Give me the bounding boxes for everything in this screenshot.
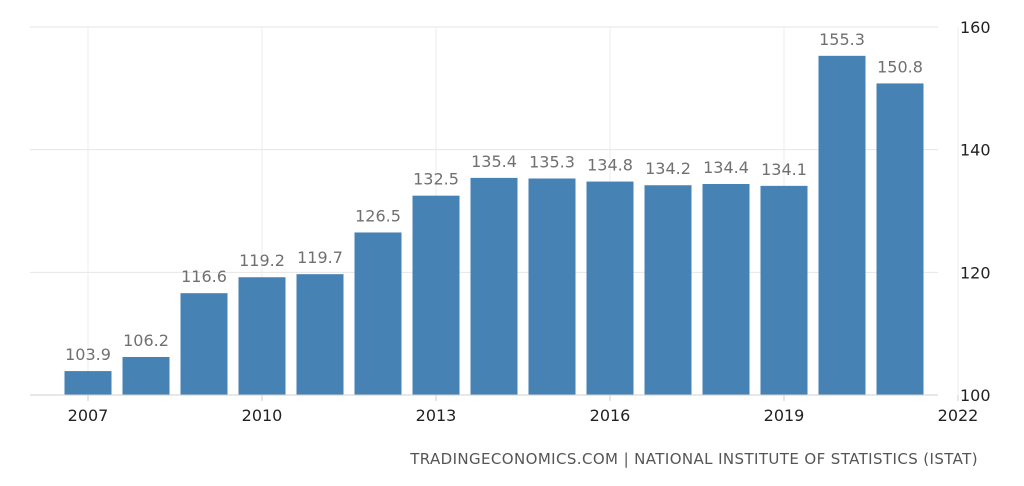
data-label-2017: 134.2 [645,159,691,178]
bar-2008 [122,356,170,395]
data-label-2019: 134.1 [761,160,807,179]
data-label-2018: 134.4 [703,158,749,177]
bar-2009 [180,293,228,395]
x-axis: 2007 2010 2013 2016 2019 2022 [30,394,979,425]
bar-2011 [296,274,344,395]
x-tick-label: 2013 [416,406,457,425]
bar-2019 [760,185,808,395]
bar-2021 [876,83,924,395]
bar-2010 [238,277,286,395]
y-tick-label: 100 [960,386,991,405]
x-tick-label: 2019 [764,406,805,425]
data-label-2013: 132.5 [413,170,459,189]
data-label-2015: 135.3 [529,152,575,171]
x-tick-label: 2022 [938,406,979,425]
data-label-2016: 134.8 [587,156,633,175]
data-label-2021: 150.8 [877,57,923,76]
x-tick-label: 2010 [242,406,283,425]
data-label-2010: 119.2 [239,251,285,270]
bar-2017 [644,185,692,395]
bar-2007 [64,371,112,395]
data-label-2007: 103.9 [65,345,111,364]
bar-2016 [586,181,634,395]
bar-2014 [470,177,518,395]
bar-2020 [818,55,866,396]
data-label-2009: 116.6 [181,267,227,286]
data-label-2014: 135.4 [471,152,517,171]
data-label-2020: 155.3 [819,30,865,49]
bar-2013 [412,195,460,395]
y-tick-label: 160 [960,18,991,37]
data-label-2012: 126.5 [355,206,401,225]
data-labels: 103.9 106.2 116.6 119.2 119.7 126.5 132.5 135.4… [65,30,923,364]
data-label-2011: 119.7 [297,248,343,267]
bar-2012 [354,232,402,395]
source-credit: TRADINGECONOMICS.COM | NATIONAL INSTITUT… [410,450,978,468]
bar-2015 [528,178,576,395]
data-label-2008: 106.2 [123,331,169,350]
bar-2018 [702,184,750,395]
x-tick-label: 2016 [590,406,631,425]
y-tick-label: 140 [960,141,991,160]
y-axis: 100 120 140 160 [960,18,991,405]
y-tick-label: 120 [960,263,991,282]
x-tick-label: 2007 [68,406,109,425]
bars [64,55,924,396]
